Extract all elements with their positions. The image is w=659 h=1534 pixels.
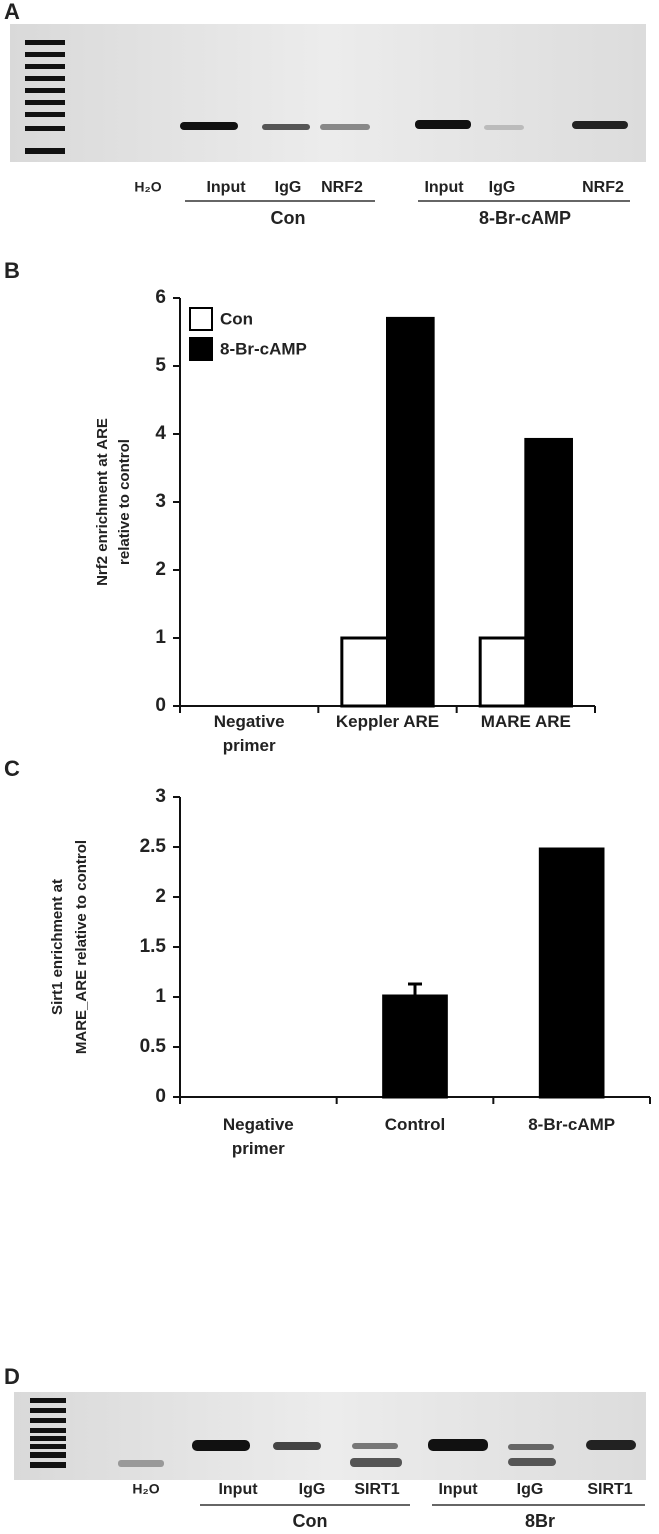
bar [478, 636, 528, 708]
gel-bands [180, 120, 628, 130]
group-label: 8Br [525, 1511, 555, 1531]
lane-label: IgG [299, 1481, 326, 1498]
lane-label: IgG [489, 179, 516, 196]
legend-label: Con [220, 309, 253, 328]
y-tick-label: 4 [155, 423, 166, 444]
x-tick-label: MARE ARE [480, 712, 571, 731]
gel-bands [118, 1439, 636, 1467]
x-tick-label: 8-Br-cAMP [528, 1115, 616, 1134]
y-axis-label: Sirt1 enrichment at [49, 879, 66, 1015]
lane-label: IgG [275, 179, 302, 196]
y-axis-label: relative to control [116, 439, 133, 565]
y-tick-label: 6 [155, 287, 166, 308]
y-tick-label: 2.5 [140, 836, 167, 857]
y-axis-label: MARE_ARE relative to control [73, 840, 90, 1054]
gel-labels: H₂O Input IgG SIRT1 Input IgG SIRT1 Con 8Br [132, 1481, 645, 1531]
panel-label: D [4, 1364, 20, 1389]
y-tick-label: 3 [155, 786, 166, 807]
bar [382, 994, 448, 1099]
y-tick-label: 2 [155, 886, 166, 907]
lane-label: Input [218, 1481, 258, 1498]
lane-label: Input [206, 179, 246, 196]
y-axis-label: Nrf2 enrichment at ARE [94, 418, 111, 586]
lane-label: H₂O [134, 179, 161, 195]
bar [386, 316, 435, 708]
legend-swatch [189, 307, 213, 331]
x-tick-label: Negative primer [213, 712, 285, 755]
gel-labels: H₂O Input IgG NRF2 Input IgG NRF2 Con 8-Br-cAMP [134, 179, 630, 228]
lane-label: Input [438, 1481, 478, 1498]
lane-label: NRF2 [582, 179, 624, 196]
group-label: Con [271, 208, 306, 228]
legend-label: 8-Br-cAMP [220, 339, 307, 358]
ladder [25, 40, 65, 154]
group-label: Con [293, 1511, 328, 1531]
ladder [30, 1398, 66, 1468]
lane-label: SIRT1 [354, 1481, 399, 1498]
x-tick-label: Keppler ARE [335, 712, 440, 731]
x-tick-label: Negative primer [222, 1115, 294, 1158]
panel-label: C [4, 756, 20, 781]
y-tick-label: 1.5 [140, 936, 167, 957]
legend-swatch [189, 337, 213, 361]
bar [524, 437, 573, 708]
lane-label: IgG [517, 1481, 544, 1498]
y-tick-label: 1 [155, 627, 166, 648]
lane-label: SIRT1 [587, 1481, 632, 1498]
bar [538, 847, 605, 1099]
y-tick-label: 2 [155, 559, 166, 580]
x-tick-label: Control [384, 1115, 446, 1134]
panel-label: A [4, 0, 20, 24]
y-tick-label: 0.5 [140, 1036, 167, 1057]
y-tick-label: 3 [155, 491, 166, 512]
group-label: 8-Br-cAMP [479, 208, 571, 228]
y-tick-label: 5 [155, 355, 166, 376]
lane-label: H₂O [132, 1481, 159, 1497]
panel-label: B [4, 258, 20, 283]
y-tick-label: 0 [155, 1086, 166, 1107]
error-bar [408, 982, 422, 996]
y-tick-label: 0 [155, 695, 166, 716]
gel-image [10, 24, 646, 162]
lane-label: NRF2 [321, 179, 363, 196]
lane-label: Input [424, 179, 464, 196]
bar [340, 636, 390, 708]
gel-image [14, 1392, 646, 1480]
y-tick-label: 1 [155, 986, 166, 1007]
